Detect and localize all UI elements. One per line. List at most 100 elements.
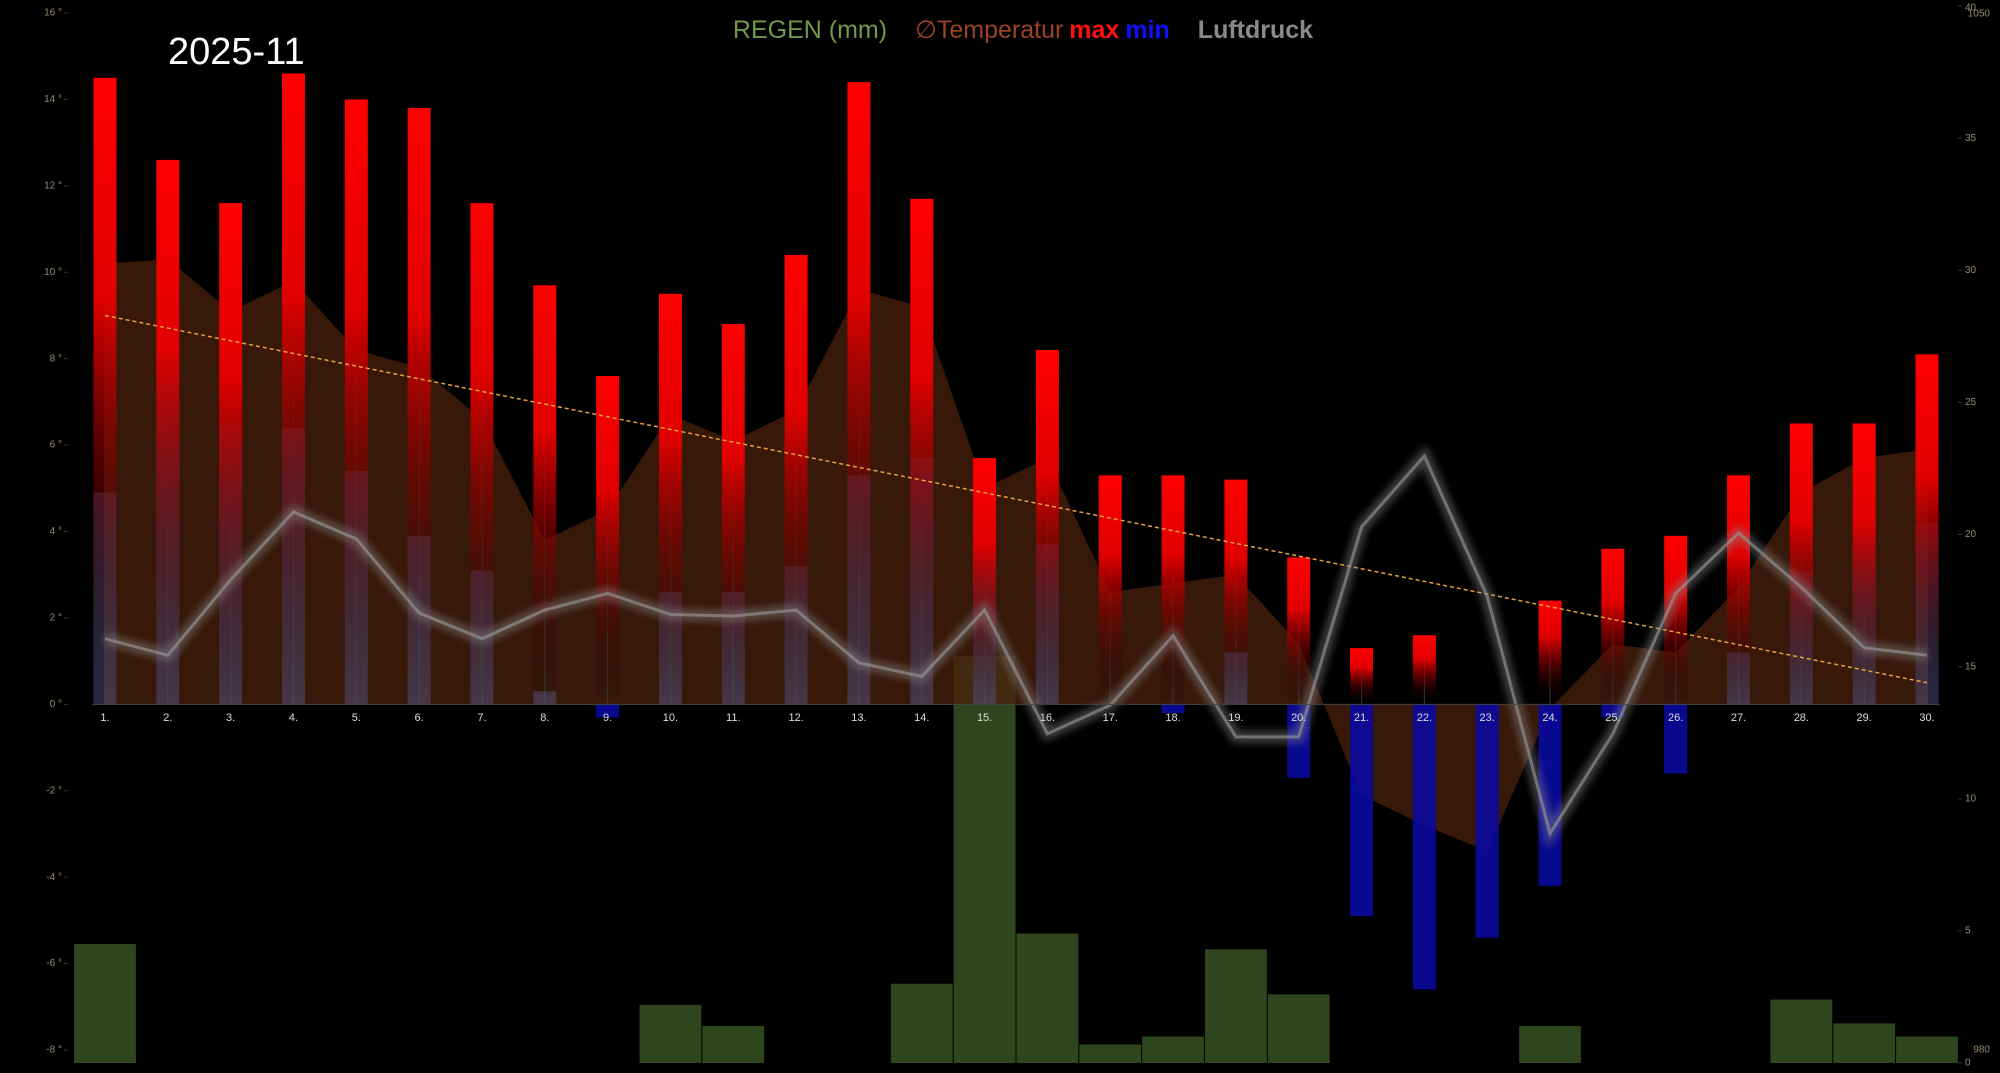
max-bar bbox=[973, 458, 997, 705]
max-bar bbox=[1601, 548, 1625, 705]
x-tick-label: 26. bbox=[1668, 712, 1683, 724]
legend-max: max bbox=[1069, 16, 1119, 44]
max-bar bbox=[1224, 479, 1248, 705]
max-bar bbox=[784, 254, 808, 705]
x-tick-label: 12. bbox=[788, 712, 803, 724]
x-tick-label: 18. bbox=[1165, 712, 1180, 724]
rain-bar bbox=[1079, 1044, 1142, 1063]
x-tick-label: 16. bbox=[1040, 712, 1055, 724]
x-tick-label: 17. bbox=[1103, 712, 1118, 724]
y-tick-label: 8 ° bbox=[50, 353, 62, 364]
x-tick-label: 10. bbox=[663, 712, 678, 724]
max-bar bbox=[1350, 648, 1374, 705]
max-bar bbox=[1852, 423, 1876, 705]
max-bar bbox=[1287, 557, 1311, 705]
max-bar bbox=[1789, 423, 1813, 705]
max-bar bbox=[1412, 635, 1436, 705]
max-bar bbox=[407, 108, 431, 705]
max-bar bbox=[93, 77, 117, 705]
max-bar bbox=[156, 159, 180, 705]
max-bar bbox=[1727, 475, 1751, 705]
avg-temp-area bbox=[105, 259, 1927, 852]
x-tick-label: 27. bbox=[1731, 712, 1746, 724]
y2-tick-label: 5 bbox=[1965, 926, 1971, 937]
y-tick-label: 12 ° bbox=[44, 180, 62, 191]
x-tick-label: 19. bbox=[1228, 712, 1243, 724]
max-bar bbox=[658, 293, 682, 705]
max-bar bbox=[910, 198, 934, 705]
x-tick-label: 15. bbox=[977, 712, 992, 724]
max-bar bbox=[533, 285, 557, 705]
rain-bar bbox=[702, 1026, 765, 1063]
y-tick-label: -6 ° bbox=[46, 958, 62, 969]
legend: REGEN (mm) ∅Temperatur max min Luftdruck bbox=[733, 16, 1313, 44]
max-bar bbox=[596, 375, 620, 705]
legend-pressure: Luftdruck bbox=[1198, 16, 1313, 44]
trend-line bbox=[104, 314, 1928, 684]
max-bar bbox=[344, 99, 368, 705]
rain-bar bbox=[74, 944, 136, 1063]
x-tick-label: 9. bbox=[603, 712, 612, 724]
y-tick-label: 16 ° bbox=[44, 8, 62, 19]
y2-tick-label: 10 bbox=[1965, 793, 1977, 804]
min-bar bbox=[1161, 704, 1185, 713]
rain-bar bbox=[1770, 999, 1833, 1063]
rain-bar bbox=[639, 1004, 702, 1063]
y2-tick-label: 40 bbox=[1965, 3, 1977, 14]
rain-bar bbox=[1833, 1023, 1896, 1063]
x-tick-label: 8. bbox=[540, 712, 549, 724]
y-tick-label: -8 ° bbox=[46, 1045, 62, 1056]
y2-tick-label: 0 bbox=[1965, 1058, 1971, 1069]
y2-tick-label: 20 bbox=[1965, 529, 1977, 540]
rain-bar bbox=[1896, 1036, 1958, 1063]
y2-tick-label: 35 bbox=[1965, 133, 1977, 144]
x-tick-label: 3. bbox=[226, 712, 235, 724]
chart-title: 2025-11 bbox=[168, 31, 305, 73]
x-tick-label: 24. bbox=[1542, 712, 1557, 724]
max-bar bbox=[1035, 350, 1059, 705]
min-bar bbox=[1350, 704, 1374, 917]
y2-tick-label: 30 bbox=[1965, 265, 1977, 276]
min-bar bbox=[596, 704, 620, 718]
max-bar bbox=[721, 324, 745, 705]
y3-tick-label: 980 bbox=[1973, 1045, 1990, 1056]
y3-tick-label: 1050 bbox=[1968, 9, 1991, 20]
y-tick-label: 14 ° bbox=[44, 94, 62, 105]
rain-bar bbox=[1267, 994, 1330, 1063]
y-tick-label: 6 ° bbox=[50, 440, 62, 451]
y-tick-label: 0 ° bbox=[50, 699, 62, 710]
x-tick-label: 20. bbox=[1291, 712, 1306, 724]
x-tick-label: 23. bbox=[1480, 712, 1495, 724]
x-tick-label: 1. bbox=[100, 712, 109, 724]
rain-bar bbox=[953, 656, 1016, 1063]
x-tick-label: 6. bbox=[415, 712, 424, 724]
x-tick-label: 7. bbox=[477, 712, 486, 724]
rain-bar bbox=[1204, 949, 1267, 1063]
max-bar bbox=[847, 82, 871, 705]
x-tick-label: 29. bbox=[1857, 712, 1872, 724]
x-tick-label: 28. bbox=[1794, 712, 1809, 724]
x-tick-label: 22. bbox=[1417, 712, 1432, 724]
min-bar bbox=[1664, 704, 1688, 774]
y-tick-label: -4 ° bbox=[46, 872, 62, 883]
x-tick-label: 21. bbox=[1354, 712, 1369, 724]
rain-bar bbox=[1142, 1036, 1204, 1063]
y-tick-label: 4 ° bbox=[50, 526, 62, 537]
y2-tick-label: 25 bbox=[1965, 397, 1977, 408]
max-bar bbox=[1664, 535, 1688, 705]
x-tick-label: 25. bbox=[1605, 712, 1620, 724]
max-bar bbox=[1915, 354, 1939, 705]
x-tick-label: 4. bbox=[289, 712, 298, 724]
y2-tick-label: 15 bbox=[1965, 661, 1977, 672]
min-bar bbox=[1412, 704, 1436, 990]
legend-avg: ∅Temperatur bbox=[915, 16, 1063, 44]
x-tick-label: 5. bbox=[352, 712, 361, 724]
max-bar bbox=[219, 203, 243, 705]
legend-rain: REGEN (mm) bbox=[733, 16, 887, 44]
x-tick-label: 11. bbox=[726, 712, 740, 724]
legend-min: min bbox=[1125, 16, 1169, 44]
y-tick-label: 10 ° bbox=[44, 267, 62, 278]
rain-bar bbox=[890, 983, 953, 1063]
